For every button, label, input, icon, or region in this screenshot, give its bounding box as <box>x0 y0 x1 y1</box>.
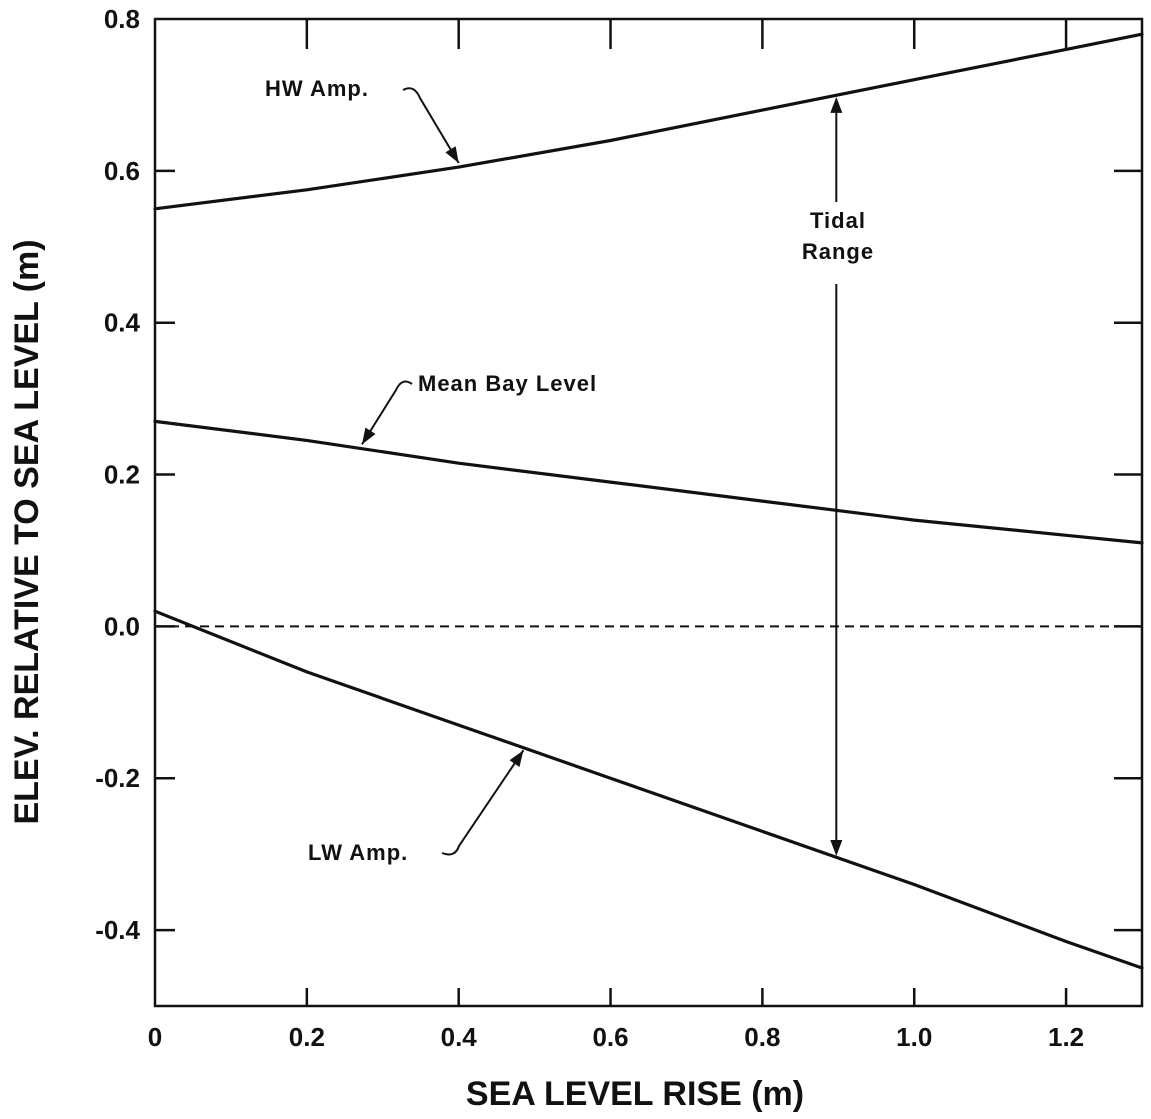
mean-bay-level-label: Mean Bay Level <box>418 371 597 396</box>
x-axis-title: SEA LEVEL RISE (m) <box>466 1075 804 1113</box>
y-tick-label: 0.8 <box>104 4 140 34</box>
lw-amp-arrowhead <box>509 750 524 767</box>
mean-bay-level-line <box>153 419 1144 545</box>
lw-amp-pointer <box>441 749 525 856</box>
hw-amp-arrowhead <box>445 146 459 164</box>
y-tick-labels: 0.8 0.6 0.4 0.2 0.0 -0.2 -0.4 <box>95 4 140 945</box>
hw-amp-line <box>153 32 1144 211</box>
lw-amp-line <box>153 609 1144 970</box>
y-tick-label: 0.0 <box>104 611 140 641</box>
x-tick-label: 0 <box>148 1022 162 1052</box>
y-tick-label: 0.6 <box>104 156 140 186</box>
x-tick-label: 0.6 <box>592 1022 628 1052</box>
tidal-range-label-line: Range <box>802 239 874 264</box>
hw-amp-label: HW Amp. <box>265 76 369 101</box>
series-layer <box>153 32 1144 970</box>
tidal-range-arrowhead-top <box>830 96 843 113</box>
y-tick-label: 0.4 <box>104 308 141 338</box>
x-tick-label: 0.8 <box>744 1022 780 1052</box>
y-axis-title: ELEV. RELATIVE TO SEA LEVEL (m) <box>8 239 46 824</box>
x-tick-label: 0.2 <box>289 1022 325 1052</box>
x-tick-label: 1.0 <box>896 1022 932 1052</box>
annotation-layer: HW Amp. Mean Bay Level LW Amp. Tidal Range <box>265 76 874 865</box>
mean-bay-level-arrowhead <box>361 427 376 445</box>
x-tick-label: 0.4 <box>441 1022 478 1052</box>
y-tick-label: -0.2 <box>95 763 140 793</box>
y-tick-label: 0.2 <box>104 460 140 490</box>
tidal-range-arrowhead-bottom <box>830 839 843 856</box>
tidal-range-label-line: Tidal <box>810 208 866 233</box>
mean-bay-level-pointer <box>361 380 413 445</box>
x-tick-label: 1.2 <box>1048 1022 1084 1052</box>
plot-frame <box>153 17 1144 1008</box>
y-tick-label: -0.4 <box>95 915 140 945</box>
hw-amp-pointer <box>402 87 460 164</box>
lw-amp-label: LW Amp. <box>308 840 408 865</box>
tick-marks <box>155 19 1142 1006</box>
x-tick-labels: 0 0.2 0.4 0.6 0.8 1.0 1.2 <box>148 1022 1084 1052</box>
